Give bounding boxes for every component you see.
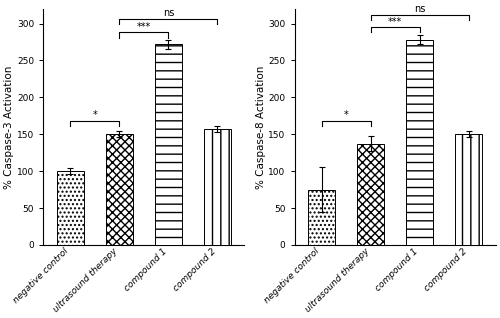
Text: ***: *** [388, 17, 402, 26]
Bar [106, 134, 133, 245]
Bar [204, 129, 231, 245]
Y-axis label: % Caspase-3 Activation: % Caspase-3 Activation [4, 65, 14, 189]
Bar [456, 134, 482, 245]
Text: ns: ns [414, 4, 426, 14]
Text: *: * [92, 110, 97, 120]
Text: ***: *** [136, 22, 151, 32]
Bar [155, 44, 182, 245]
Bar [406, 40, 434, 245]
Bar [56, 171, 84, 245]
Bar [308, 190, 335, 245]
Y-axis label: % Caspase-8 Activation: % Caspase-8 Activation [256, 65, 266, 189]
Text: *: * [344, 110, 348, 120]
Text: ns: ns [162, 8, 174, 18]
Bar [357, 144, 384, 245]
